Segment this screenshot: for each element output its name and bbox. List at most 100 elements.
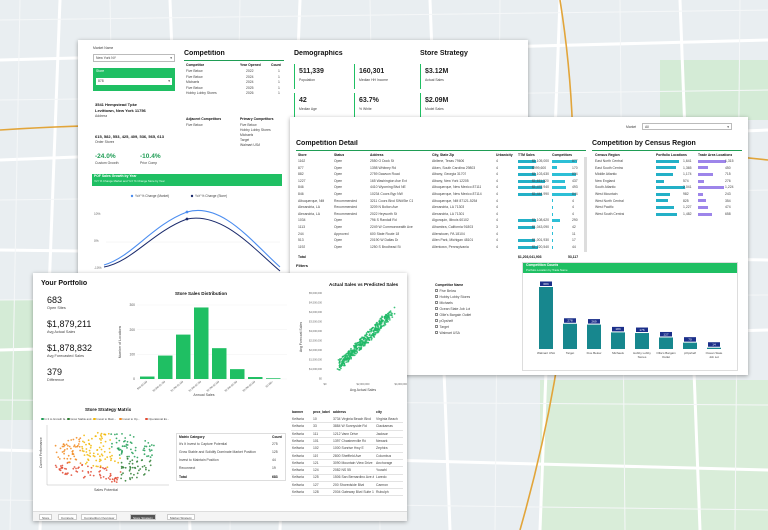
report-tab[interactable]: Competition Overview bbox=[81, 513, 118, 520]
matrix-point bbox=[63, 450, 65, 453]
row-divider bbox=[291, 451, 403, 453]
market-filter-value: All bbox=[645, 125, 649, 129]
dist-bar[interactable] bbox=[176, 334, 191, 379]
report-tab[interactable]: Compete bbox=[58, 513, 77, 520]
store-select[interactable]: 878 ▾ bbox=[96, 78, 172, 85]
store-list-cell: Kellwria bbox=[292, 490, 304, 494]
dist-bar[interactable] bbox=[194, 307, 209, 379]
report-tab[interactable]: Market Strategy bbox=[167, 513, 195, 520]
competitor-filter-option[interactable]: Five Below bbox=[435, 289, 456, 293]
matrix-point bbox=[65, 443, 68, 446]
matrix-point bbox=[90, 444, 92, 447]
matrix-point bbox=[81, 447, 84, 450]
matrix-point bbox=[103, 467, 106, 470]
counts-bar[interactable] bbox=[587, 324, 601, 349]
matrix-point bbox=[100, 448, 103, 451]
orders-value: 615, 582, 553, 425, 409, 536, 565, 613 bbox=[95, 134, 164, 139]
market-filter-select[interactable]: All ▾ bbox=[642, 123, 732, 130]
scatter-point bbox=[351, 351, 354, 354]
detail-header-cell[interactable]: City, State Zip bbox=[432, 153, 455, 157]
checkbox-icon bbox=[435, 325, 438, 328]
detail-header-cell[interactable]: Store bbox=[298, 153, 307, 157]
detail-header-cell[interactable]: Competitors bbox=[552, 153, 572, 157]
matrix-point bbox=[99, 437, 101, 440]
scatter-point bbox=[384, 320, 387, 323]
detail-header-cell[interactable]: Status bbox=[334, 153, 345, 157]
detail-header-cell[interactable]: Urbanicity bbox=[496, 153, 513, 157]
store-list-cell: 1506 San Bernardino Ave #12A bbox=[333, 475, 374, 480]
adjacent-item: Five Below bbox=[186, 123, 203, 127]
matrix-point bbox=[118, 449, 121, 451]
sales-databar bbox=[518, 159, 537, 163]
matrix-point bbox=[123, 440, 125, 443]
competitor-filter-option[interactable]: Ollie's Bargain Outlet bbox=[435, 313, 471, 317]
detail-cell: 1034 bbox=[298, 218, 306, 223]
competitor-filter-option[interactable]: Michaels bbox=[435, 301, 453, 305]
matrix-point bbox=[145, 468, 147, 471]
matrix-point bbox=[69, 457, 72, 460]
competitor-filter-option[interactable]: Target bbox=[435, 325, 449, 329]
counts-bar[interactable] bbox=[683, 342, 697, 349]
census-trade-cell: 658 bbox=[725, 211, 731, 216]
counts-bar[interactable] bbox=[635, 333, 649, 349]
counts-bar[interactable] bbox=[611, 332, 625, 349]
matrix-point bbox=[82, 440, 84, 443]
dist-bar[interactable] bbox=[266, 378, 281, 379]
primary-competitor-item: Michaels bbox=[240, 133, 254, 137]
actual-vs-predicted-scatter: $5,000,000 $4,500,000 $4,000,000 $3,500,000… bbox=[299, 291, 407, 392]
detail-scrollbar[interactable] bbox=[584, 157, 587, 252]
kpi-prior-value: -10.4% bbox=[140, 153, 161, 160]
detail-cell: $1,105,000 bbox=[532, 159, 549, 163]
market-select-value: New York NY bbox=[96, 56, 116, 60]
store-list-cell: 127 bbox=[313, 482, 319, 487]
matrix-point bbox=[81, 470, 84, 472]
report-tab[interactable]: Store Strategy bbox=[130, 513, 156, 520]
matrix-point bbox=[107, 432, 110, 435]
matrix-point bbox=[131, 476, 134, 479]
scatter-point bbox=[380, 320, 383, 323]
matrix-point bbox=[144, 445, 146, 448]
matrix-point bbox=[99, 465, 102, 467]
detail-header-cell[interactable]: Address bbox=[370, 153, 384, 157]
dist-bar[interactable] bbox=[158, 355, 173, 379]
sales-databar bbox=[518, 166, 535, 170]
competitor-filter-option[interactable]: Walmart USA bbox=[435, 331, 460, 335]
detail-cell: 1227 bbox=[298, 178, 306, 183]
detail-cell: 1398 Whitney Rd bbox=[370, 165, 397, 170]
market-select[interactable]: New York NY ▾ bbox=[93, 54, 175, 62]
dist-bar[interactable] bbox=[248, 377, 263, 379]
dist-bar[interactable] bbox=[212, 348, 227, 379]
matrix-legend-item: Grow Stable and... bbox=[67, 417, 94, 421]
report-tab[interactable]: Store bbox=[39, 513, 53, 520]
store-list-cell: Virginia Beach bbox=[376, 417, 398, 421]
detail-cell: Abilene, Texas 79606 bbox=[432, 159, 465, 163]
demographic-tile: 63.7% % White bbox=[354, 93, 410, 118]
competitor-filter-option[interactable]: Ocean State Job Lot bbox=[435, 307, 470, 311]
matrix-point bbox=[113, 480, 116, 483]
matrix-point bbox=[149, 464, 152, 467]
counts-bar[interactable] bbox=[707, 347, 721, 349]
matrix-point bbox=[73, 455, 76, 458]
matrix-point bbox=[70, 447, 72, 450]
address-line-1: 3541 Hempstead Tpke bbox=[95, 102, 138, 107]
matrix-point bbox=[123, 445, 126, 448]
census-region-cell: Middle Atlantic bbox=[595, 172, 617, 177]
census-trade-cell: 276 bbox=[725, 178, 731, 183]
matrix-point bbox=[120, 461, 123, 464]
competitor-filter-option[interactable]: Hobby Lobby Stores bbox=[435, 295, 470, 299]
dist-bar[interactable] bbox=[140, 376, 155, 379]
scatter-point bbox=[390, 314, 392, 317]
matrix-point bbox=[113, 479, 116, 481]
legend-dot-icon bbox=[119, 417, 122, 420]
scatter-point bbox=[359, 340, 361, 343]
detail-header-cell[interactable]: TTM Sales bbox=[518, 153, 535, 157]
kpi-growth-caption: Custom Growth bbox=[95, 161, 119, 165]
detail-total-count: 53,117 bbox=[568, 255, 579, 259]
counts-bar[interactable] bbox=[563, 323, 577, 349]
comp-cell-count: 1 bbox=[278, 80, 280, 84]
competitor-filter-option[interactable]: pOpshelf bbox=[435, 319, 453, 323]
dist-bar[interactable] bbox=[230, 369, 245, 379]
address-caption: Address bbox=[95, 114, 108, 118]
counts-bar[interactable] bbox=[659, 337, 673, 349]
counts-bar[interactable] bbox=[539, 287, 553, 349]
